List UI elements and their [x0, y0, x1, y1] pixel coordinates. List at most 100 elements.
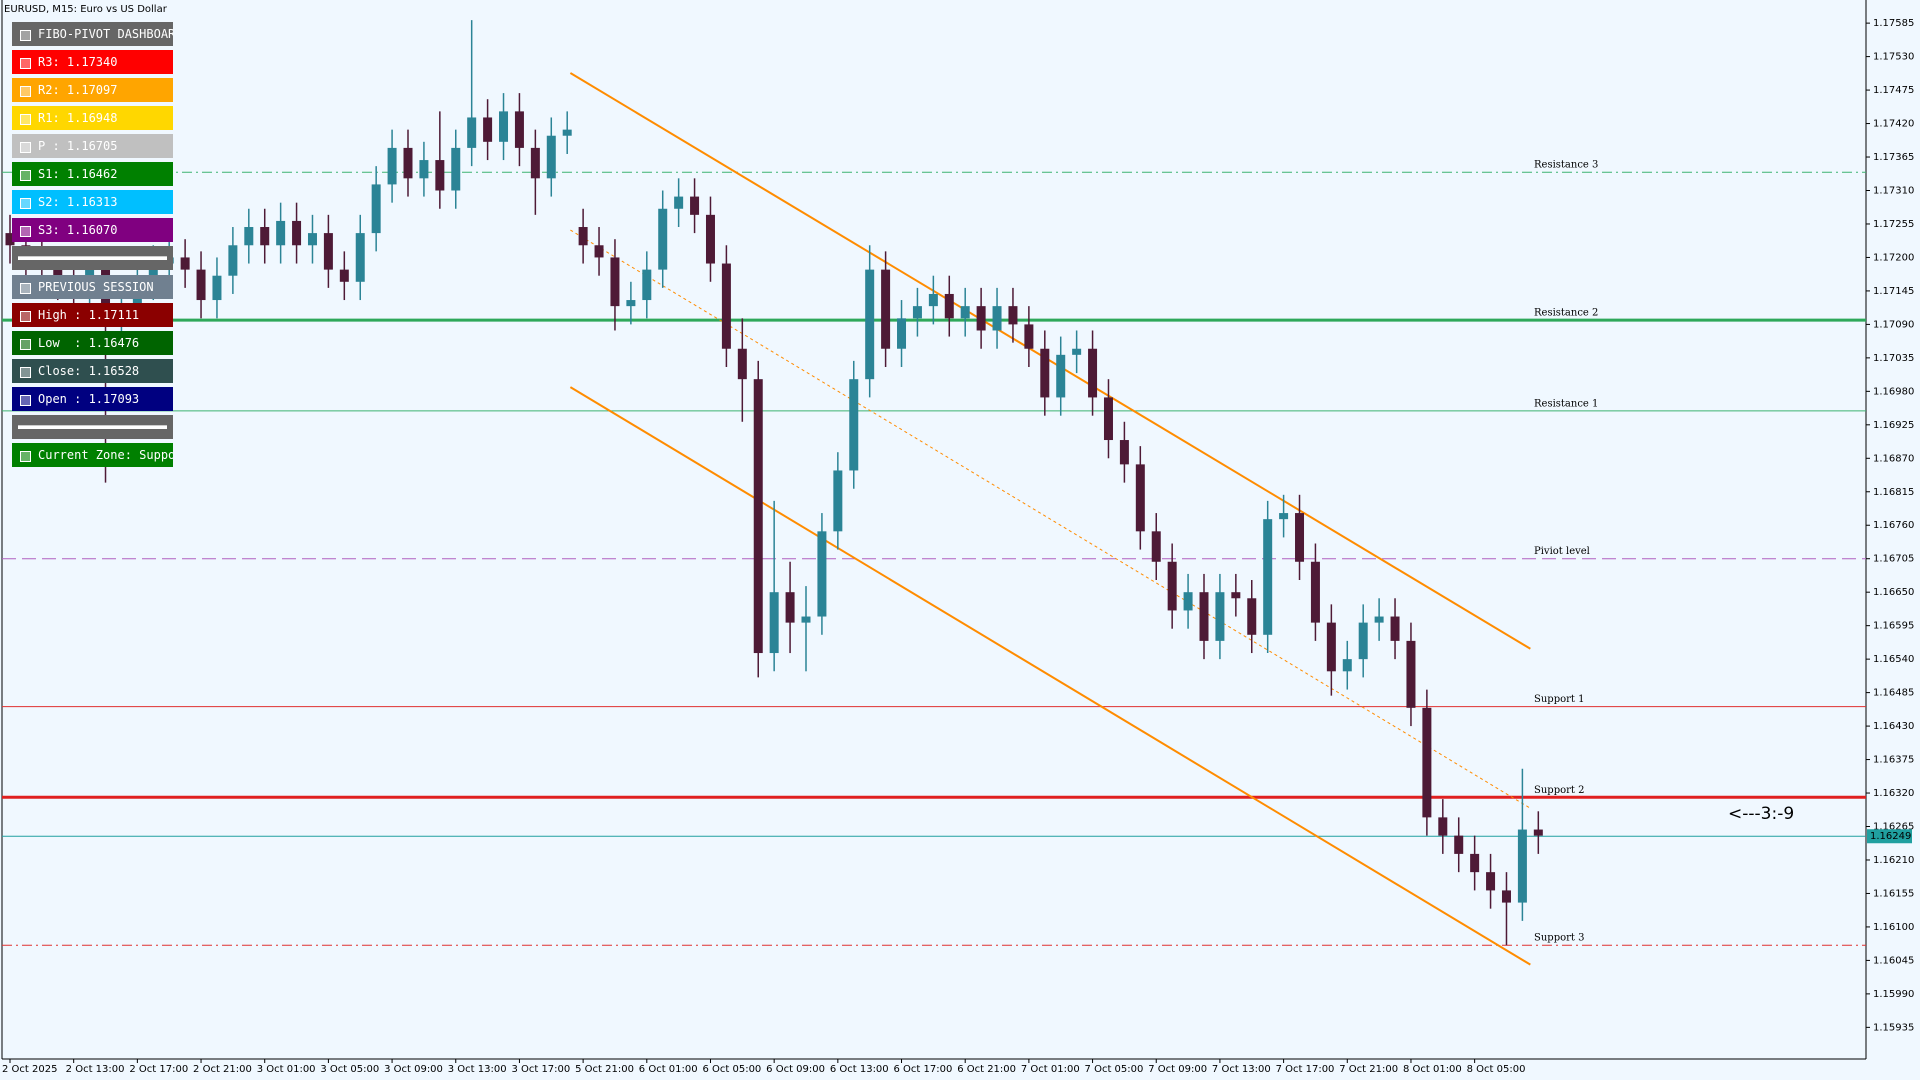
candle-body	[546, 135, 556, 179]
candle-body	[419, 160, 429, 179]
x-tick-label: 6 Oct 09:00	[766, 1064, 825, 1075]
session-row: Open : 1.17093	[12, 387, 173, 411]
candle-body	[1406, 640, 1416, 708]
level-label: Support 3	[1534, 933, 1584, 944]
candle-body	[483, 117, 493, 142]
level-label: Support 1	[1534, 694, 1584, 705]
candle-body	[1422, 707, 1432, 818]
y-tick-label: 1.17255	[1873, 219, 1914, 230]
candle-body	[451, 147, 461, 191]
candle-body	[148, 263, 158, 282]
candle-body	[960, 306, 970, 319]
candle-body	[658, 208, 668, 270]
y-tick-label: 1.16045	[1873, 955, 1914, 966]
candle-body	[705, 214, 715, 264]
candle-body	[1151, 531, 1161, 562]
candle-body	[817, 531, 827, 617]
y-tick-label: 1.16540	[1873, 654, 1914, 665]
candle-body	[371, 184, 381, 234]
candle-body	[339, 269, 349, 282]
candle-body	[1024, 324, 1034, 349]
candle-body	[212, 275, 222, 301]
x-tick-label: 3 Oct 05:00	[320, 1064, 379, 1075]
candle-body	[260, 227, 270, 246]
candle-body	[1533, 829, 1543, 836]
x-tick-label: 6 Oct 05:00	[702, 1064, 761, 1075]
candle-body	[307, 233, 317, 246]
x-tick-label: 6 Oct 21:00	[957, 1064, 1016, 1075]
candle-body	[1215, 592, 1225, 641]
candle-body	[1374, 616, 1384, 623]
candle-body	[499, 111, 509, 142]
dashboard-level: S3: 1.16070	[12, 218, 173, 242]
dashboard-level: R1: 1.16948	[12, 106, 173, 130]
dashboard-level: R2: 1.17097	[12, 78, 173, 102]
x-tick-label: 7 Oct 01:00	[1021, 1064, 1080, 1075]
y-tick-label: 1.17200	[1873, 252, 1914, 263]
candle-body	[530, 147, 540, 179]
y-tick-label: 1.17310	[1873, 185, 1914, 196]
y-tick-label: 1.16320	[1873, 788, 1914, 799]
candle-body	[1310, 561, 1320, 623]
candle-body	[196, 269, 206, 301]
x-tick-label: 6 Oct 17:00	[894, 1064, 953, 1075]
candle-body	[1501, 890, 1511, 903]
candle-body	[594, 245, 604, 258]
candle-body	[1247, 598, 1257, 635]
candle-body	[1072, 348, 1082, 355]
candle-body	[833, 470, 843, 532]
y-tick-label: 1.16760	[1873, 520, 1914, 531]
candle-body	[721, 263, 731, 349]
candle-body	[1040, 348, 1050, 398]
y-tick-label: 1.15990	[1873, 989, 1914, 1000]
candle-body	[626, 300, 636, 307]
candle-body	[355, 233, 365, 282]
x-tick-label: 7 Oct 05:00	[1085, 1064, 1144, 1075]
y-tick-label: 1.17420	[1873, 119, 1914, 130]
current-zone: Current Zone: Support	[12, 443, 173, 467]
y-tick-label: 1.17365	[1873, 152, 1914, 163]
x-tick-label: 7 Oct 13:00	[1212, 1064, 1271, 1075]
x-tick-label: 2 Oct 17:00	[129, 1064, 188, 1075]
separator	[12, 415, 173, 439]
candle-body	[1517, 829, 1527, 903]
candle-body	[1295, 513, 1305, 562]
session-row: High : 1.17111	[12, 303, 173, 327]
y-tick-label: 1.16705	[1873, 554, 1914, 565]
x-tick-label: 8 Oct 01:00	[1403, 1064, 1462, 1075]
candle-body	[1470, 853, 1480, 873]
x-tick-label: 3 Oct 13:00	[448, 1064, 507, 1075]
candle-body	[1231, 592, 1241, 599]
session-title: PREVIOUS SESSION	[12, 275, 173, 299]
candle-body	[1390, 616, 1400, 641]
session-row: Close: 1.16528	[12, 359, 173, 383]
candle-body	[881, 269, 891, 349]
candle-body	[387, 147, 397, 185]
candle-body	[785, 592, 795, 623]
channel-upper	[569, 72, 1531, 650]
y-tick-label: 1.16485	[1873, 688, 1914, 699]
candle-body	[1119, 440, 1129, 465]
level-label: Support 2	[1534, 785, 1584, 796]
y-tick-label: 1.16375	[1873, 755, 1914, 766]
x-tick-label: 7 Oct 09:00	[1148, 1064, 1207, 1075]
candle-body	[912, 306, 922, 319]
y-tick-label: 1.17475	[1873, 85, 1914, 96]
candle-body	[1088, 348, 1098, 398]
candle-body	[1486, 872, 1496, 891]
candle-body	[578, 227, 588, 246]
candle-body	[276, 220, 286, 246]
candle-body	[403, 147, 413, 179]
candle-body	[1056, 354, 1066, 398]
candle-body	[228, 245, 238, 276]
candle-body	[1135, 464, 1145, 532]
candle-body	[323, 233, 333, 270]
x-tick-label: 6 Oct 13:00	[830, 1064, 889, 1075]
y-tick-label: 1.15935	[1873, 1022, 1914, 1033]
candle-body	[753, 379, 763, 654]
y-tick-label: 1.16430	[1873, 721, 1914, 732]
y-tick-label: 1.16870	[1873, 453, 1914, 464]
x-tick-label: 3 Oct 01:00	[257, 1064, 316, 1075]
x-tick-label: 2 Oct 21:00	[193, 1064, 252, 1075]
